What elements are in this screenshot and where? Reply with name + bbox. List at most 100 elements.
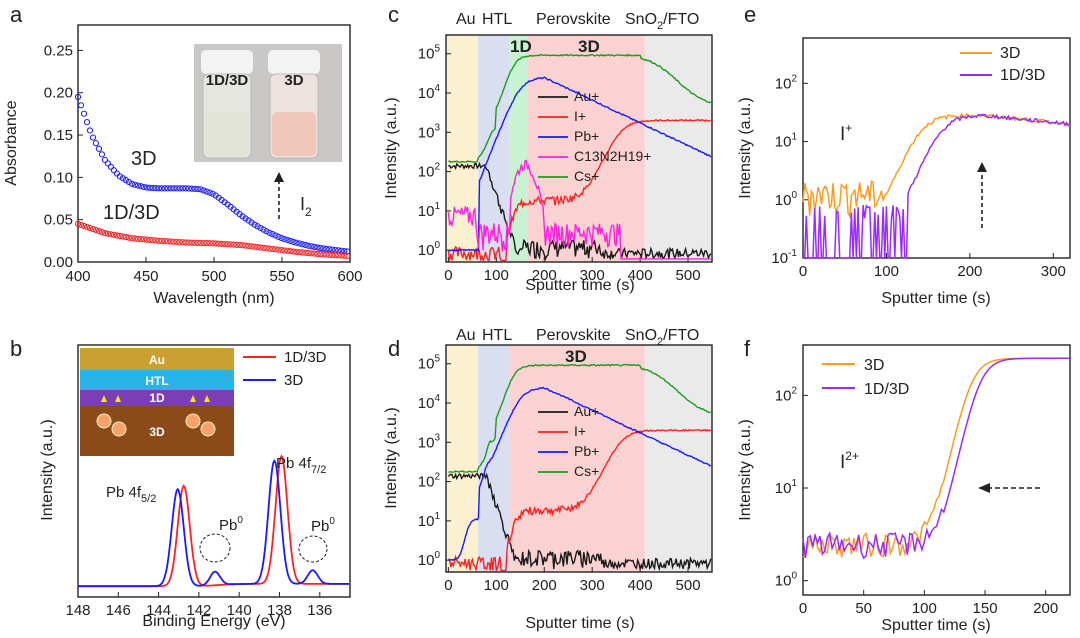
data-point-3d [191,185,198,192]
data-point-1d-3d [131,235,138,242]
x-tick-label-e: 100 [874,263,899,280]
band-perovskite [509,345,645,572]
data-point-1d-3d [98,229,106,236]
data-point-1d-3d [134,235,141,242]
y-tick-exponent-e: -1 [788,248,797,259]
x-tick-label-b: 142 [186,602,211,619]
y-tick-label-c: 105 [418,44,441,63]
data-point-1d-3d [215,240,222,247]
layer-diagram-inset: Au HTL 1D 3D [80,348,234,456]
plot-frame-d [445,344,713,573]
data-point-3d [299,241,306,248]
ion-label-e: I+ [840,121,852,145]
data-point-3d [164,185,171,192]
y-tick-exponent-d: 2 [434,472,440,483]
data-point-3d [266,229,273,236]
data-point-3d [281,235,288,243]
x-tick-label-a: 400 [65,268,90,285]
data-point-3d [173,185,180,192]
region-label-sno2-d-main: SnO [625,327,657,344]
x-tick-label-d: 400 [628,577,653,594]
data-point-3d [263,228,270,235]
data-point-1d-3d [209,240,216,247]
legend-label-cs-c: Cs+ [574,168,599,184]
data-point-3d [251,221,258,228]
a-series [74,93,351,260]
peak-label-pb4f52: Pb 4f5/2 [106,484,156,505]
data-point-3d [209,190,216,197]
y-tick-exponent-c: 2 [434,162,440,173]
y-tick-label-e: 10-1 [771,248,797,267]
c-bands [446,35,712,262]
data-point-3d [341,248,348,255]
y-tick-label-d: 100 [418,550,441,569]
x-tick-label-c: 500 [676,267,701,284]
y-tick-exponent-d: 3 [434,432,440,443]
legend-label-1d3d-e: 1D/3D [1000,67,1045,84]
x-tick-label-b: 144 [146,602,171,619]
data-point-1d-3d [263,245,270,252]
y-tick-exponent-c: 5 [434,44,440,55]
data-point-1d-3d [233,241,240,248]
data-point-1d-3d [119,233,126,240]
data-point-3d [149,184,156,192]
region-label-perovskite-c: Perovskite [536,11,611,28]
panel-label-f: f [744,336,751,361]
iodide-ion-1 [96,413,112,429]
data-point-1d-3d [284,247,291,254]
data-point-1d-3d [197,239,204,247]
y-axis-label-f: Intensity (a.u.) [737,419,754,520]
ion-label-e-main: I [840,124,845,145]
data-point-3d [185,185,192,192]
data-point-3d [92,140,100,147]
profile-line-cs [448,53,712,164]
profile-line-i [447,428,712,573]
data-point-1d-3d [293,248,300,256]
data-point-3d [101,156,109,164]
peak-label-pb0-a-sup: 0 [237,515,243,526]
spectrum-line-1d-3d [78,454,349,588]
data-point-1d-3d [89,225,97,233]
layer-label-htl: HTL [145,374,168,388]
region-label-sno2-d: SnO2/FTO [625,327,699,348]
legend-label-pb-d: Pb+ [574,443,599,459]
data-point-3d [80,110,88,117]
d-series [447,363,712,573]
legend-label-1d3d-b: 1D/3D [284,349,327,366]
region-label-3d-d: 3D [565,347,587,366]
data-point-1d-3d [149,237,156,244]
data-point-3d [170,185,177,192]
x-axis-label-c: Sputter time (s) [525,277,634,294]
data-point-3d [197,186,204,193]
x-tick-label-b: 146 [106,602,131,619]
y-tick-label-c: 104 [418,83,441,102]
profile-line-mg [447,159,711,260]
band-sno2-fto [644,345,712,572]
data-point-1d-3d [254,244,261,251]
data-point-1d-3d [161,238,168,245]
data-point-3d [305,242,312,249]
y-tick-label-d: 104 [418,393,441,412]
data-point-1d-3d [338,252,345,259]
x-tick-label-f: 200 [1033,600,1058,617]
data-point-1d-3d [260,244,267,251]
panel-a: a 400 450 500 550 600 0.00 0.05 0.10 0.15 0.20 0.2… [3,2,363,307]
data-point-3d [146,184,153,191]
data-point-1d-3d [110,231,118,238]
data-point-3d [167,185,174,192]
x-tick-label-b: 138 [267,602,292,619]
x-tick-label-e: 0 [799,263,807,280]
data-point-1d-3d [275,246,282,253]
x-tick-label-c: 200 [532,267,557,284]
region-label-sno2-c-rest: /FTO [663,11,699,28]
y-tick-label-f: 101 [775,478,798,497]
y-tick-exponent-f: 1 [791,478,797,489]
x-tick-label-f: 0 [799,600,807,617]
legend-label-pb-c: Pb+ [574,128,599,144]
panel-label-b: b [10,336,22,361]
data-point-3d [260,226,267,233]
y-tick-label-f: 100 [775,571,798,590]
data-point-1d-3d [296,249,303,256]
